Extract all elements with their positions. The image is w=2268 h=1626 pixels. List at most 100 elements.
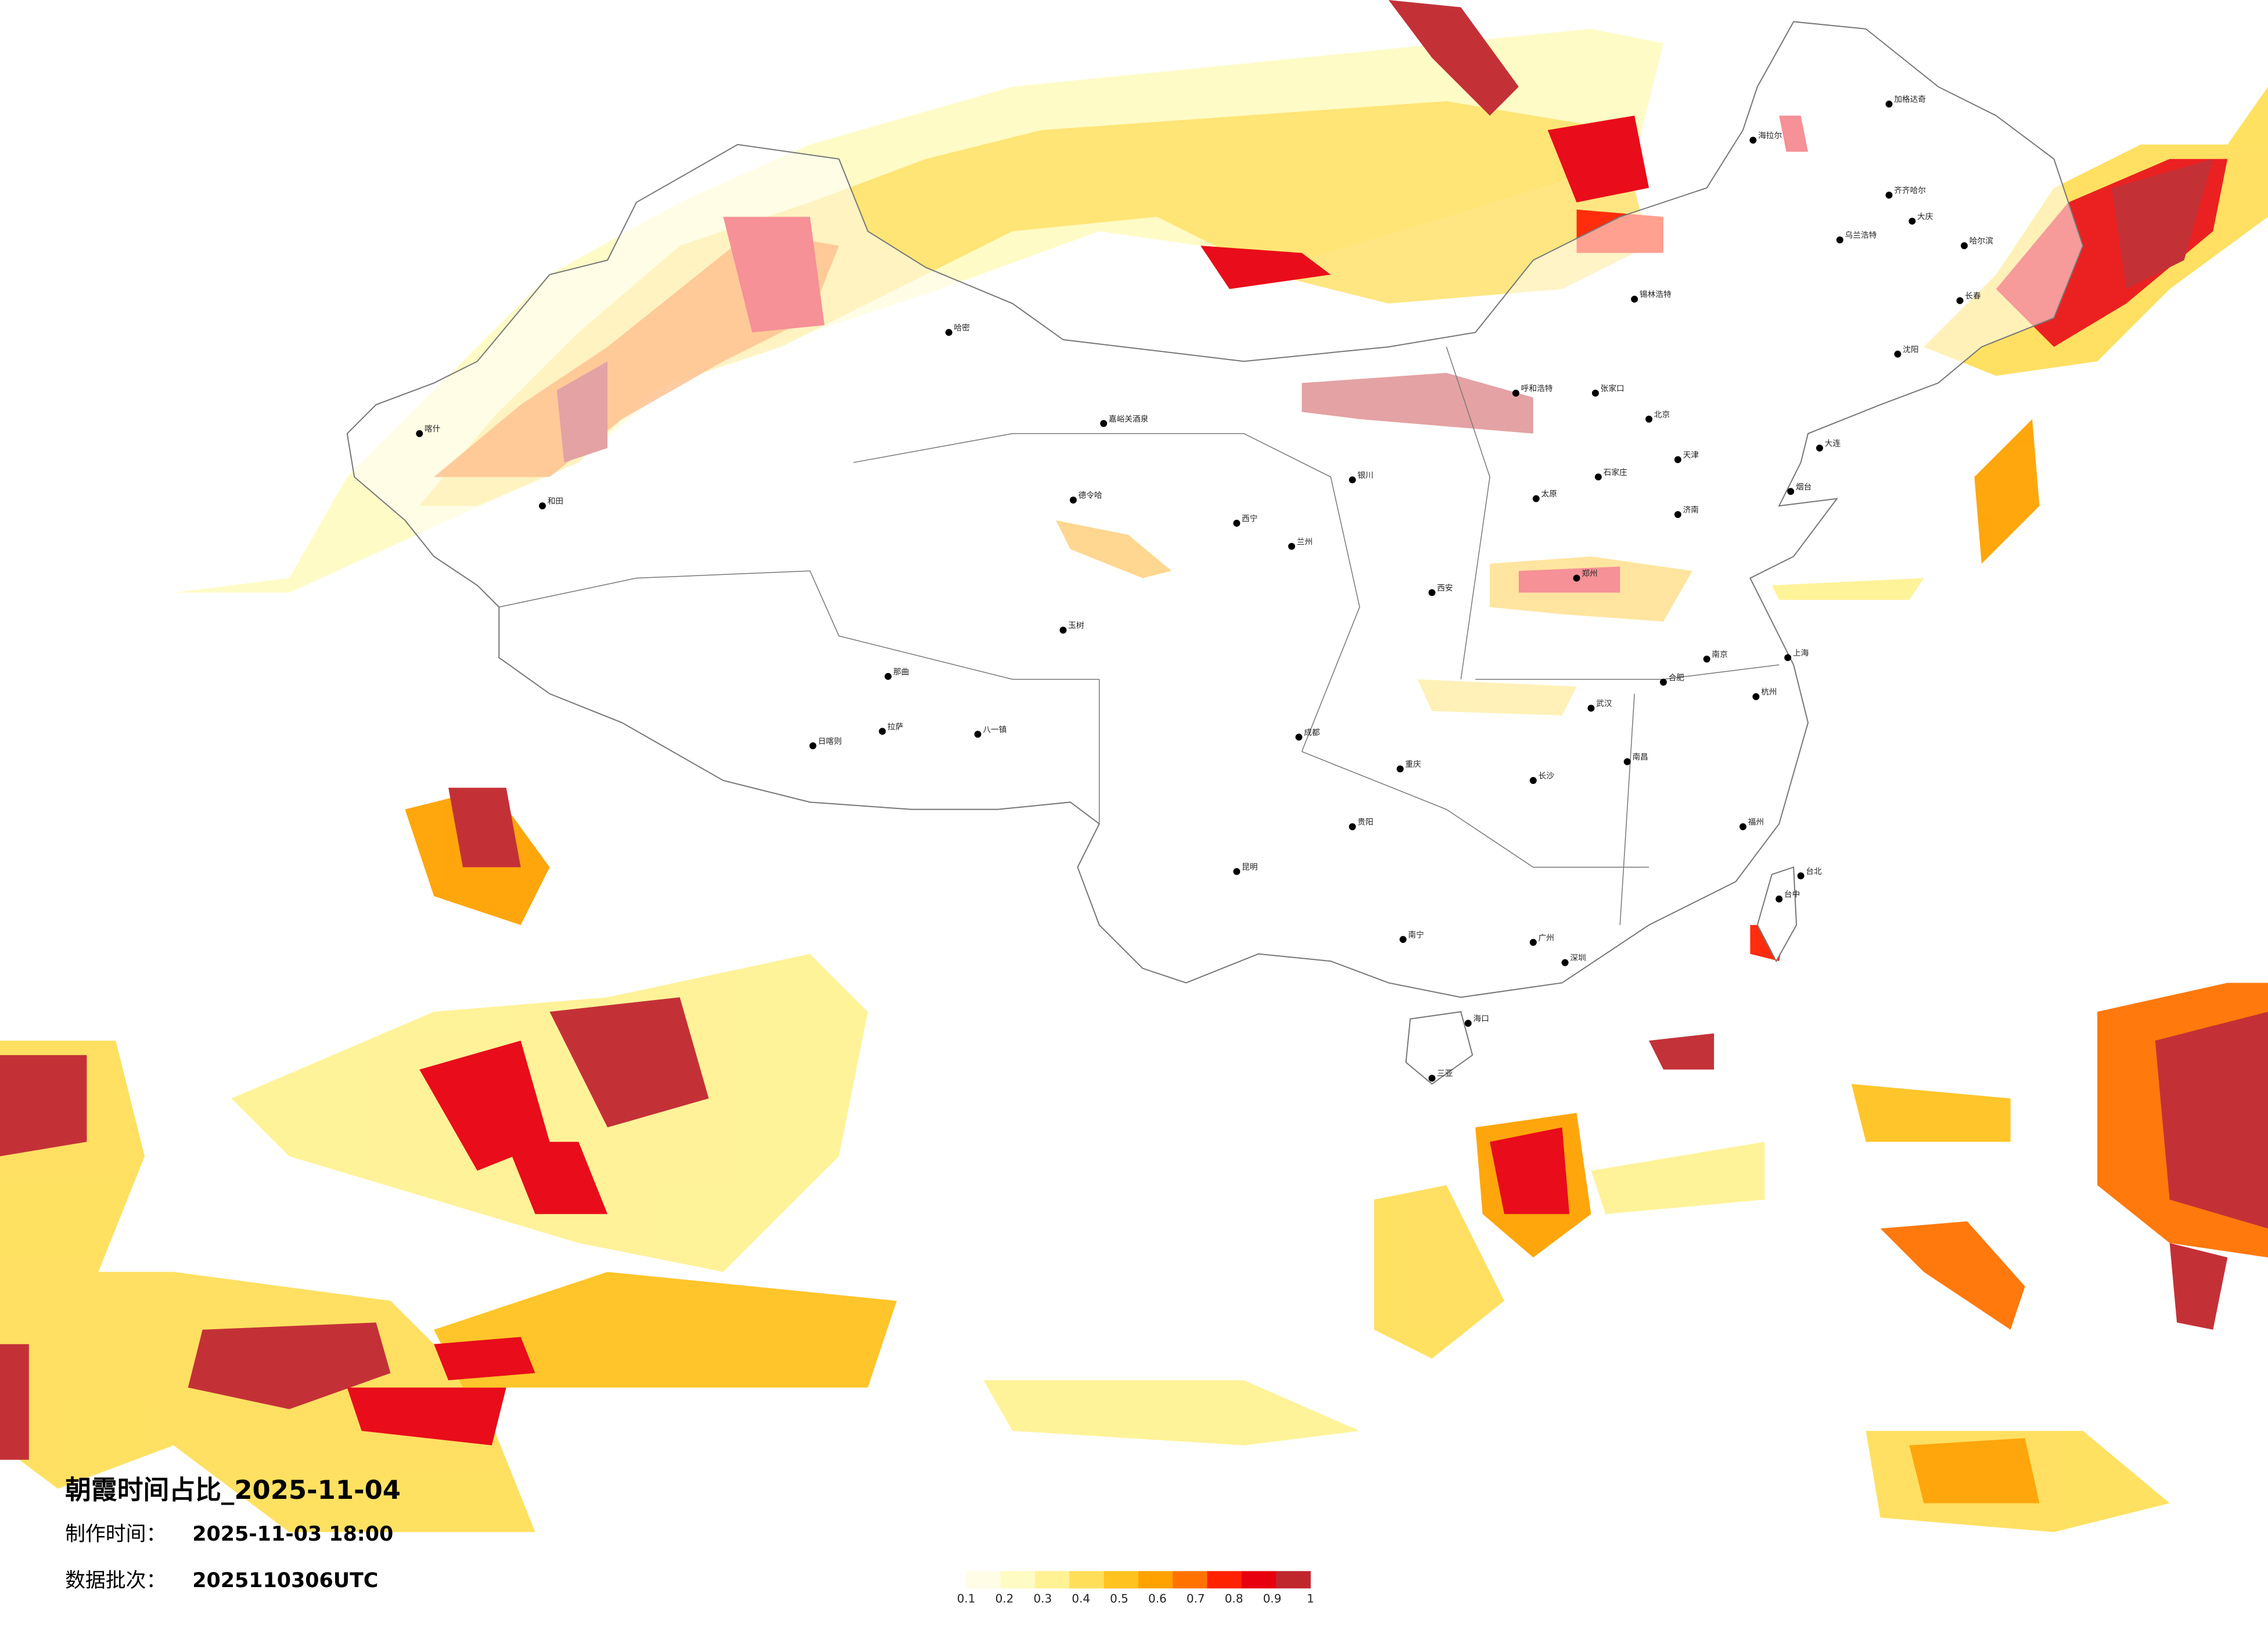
city-label: 北京 [1654,410,1670,419]
city-dot [1775,895,1783,903]
city-dot [1631,296,1638,303]
city-dot [1956,297,1964,304]
city-label: 天津 [1683,451,1699,460]
city-label: 广州 [1539,933,1554,942]
city-label: 台北 [1806,867,1822,876]
city-dot [1428,589,1436,596]
city-dot [1399,936,1407,943]
city-dot [1561,959,1569,966]
city-label: 福州 [1748,818,1764,827]
city-label: 太原 [1541,490,1557,499]
city-dot [1645,415,1653,423]
city-label: 石家庄 [1604,467,1627,477]
city-label: 郑州 [1582,569,1597,578]
city-dot [1288,542,1295,550]
city-label: 拉萨 [887,722,903,732]
city-label: 大庆 [1917,212,1933,221]
city-dot [1591,390,1599,397]
city-dot [1885,192,1893,199]
city-dot [1428,1074,1436,1082]
city-label: 西安 [1437,584,1453,593]
city-label: 烟台 [1796,483,1811,492]
city-label: 哈尔滨 [1969,237,1993,246]
city-dot [1100,420,1108,427]
city-dot [1623,758,1631,765]
city-dot [1532,495,1540,502]
city-dot [1885,100,1893,108]
city-dot [885,672,892,680]
legend-swatch [1000,1571,1036,1589]
city-dot [1797,872,1805,880]
city-label: 嘉峪关酒泉 [1109,414,1149,424]
city-dot [1529,777,1537,784]
city-dot [1295,733,1303,741]
title: 朝霞时间占比_2025-11-04 [65,1474,401,1505]
city-label: 张家口 [1601,384,1624,394]
city-label: 昆明 [1242,862,1257,872]
legend-swatch [1104,1571,1139,1589]
city-label: 玉树 [1068,621,1084,631]
city-dot [416,430,423,437]
city-label: 齐齐哈尔 [1894,186,1926,196]
city-dot [1660,678,1667,686]
city-dot [1836,236,1843,244]
china-boundary [346,21,2084,1085]
legend-tick-label: 0.5 [1110,1592,1128,1606]
city-dot [809,742,817,750]
city-label: 海拉尔 [1758,131,1782,141]
city-dot [1059,627,1067,634]
city-dot [974,731,982,738]
city-label: 合肥 [1669,673,1685,682]
city-dot [1594,473,1602,481]
city-dot [1674,511,1681,519]
city-label: 南宁 [1408,930,1424,940]
legend-tick-label: 0.8 [1225,1592,1243,1606]
city-label: 和田 [548,497,563,506]
city-dot [945,329,953,336]
batch-label: 数据批次： [65,1569,166,1592]
city-label: 喀什 [425,425,441,434]
city-label: 长春 [1965,292,1981,301]
city-dot [1703,655,1710,663]
city-dot [1464,1020,1472,1027]
legend-tick-label: 0.9 [1263,1592,1282,1606]
legend-swatch [1138,1571,1173,1589]
city-label: 沈阳 [1903,345,1918,354]
legend-tick-label: 0.3 [1033,1592,1052,1606]
city-label: 深圳 [1570,954,1586,963]
city-label: 八一镇 [983,725,1007,735]
city-label: 杭州 [1761,688,1777,697]
legend: 0.1 0.2 0.3 0.4 0.5 0.6 0.7 0.8 0.9 1 [957,1571,1314,1606]
city-label: 大连 [1825,439,1841,448]
city-dot [1587,704,1595,712]
city-label: 贵阳 [1357,818,1373,827]
city-label: 南昌 [1632,753,1648,762]
city-label: 济南 [1683,506,1699,515]
city-label: 台中 [1784,890,1800,900]
legend-tick-label: 0.6 [1148,1592,1167,1606]
legend-swatch [1173,1571,1208,1589]
city-label: 银川 [1357,471,1373,480]
batch: 2025110306UTC [192,1569,378,1592]
city-dot [1787,488,1795,495]
city-label: 长沙 [1539,772,1555,781]
city-dot [879,728,886,735]
legend-swatch [1207,1571,1242,1589]
city-label: 加格达奇 [1894,95,1926,105]
city-dot [1069,497,1077,504]
legend-tick-label: 0.1 [957,1592,976,1606]
city-dot [1749,136,1757,144]
city-label: 锡林浩特 [1640,290,1672,300]
city-dot [1233,520,1241,527]
city-label: 那曲 [893,667,909,677]
city-label: 日喀则 [818,737,842,746]
city-dot [1396,765,1404,773]
city-dot [1784,654,1792,661]
city-dot [1512,390,1519,397]
city-label: 三亚 [1437,1069,1453,1078]
city-label: 呼和浩特 [1521,384,1553,394]
legend-tick-label: 1 [1307,1592,1314,1606]
